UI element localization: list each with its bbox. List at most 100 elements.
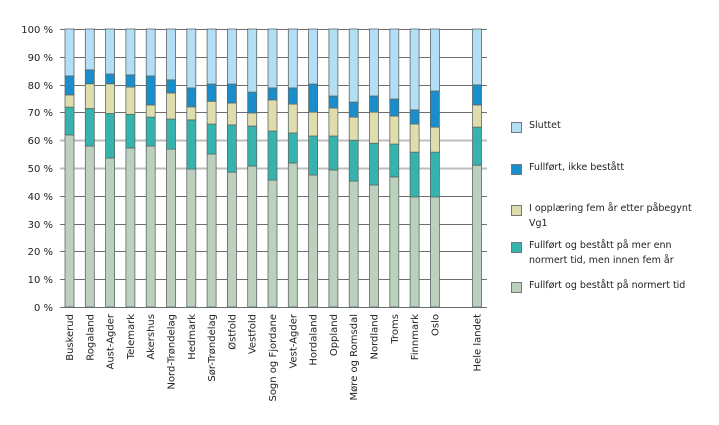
- bar-segment: [409, 196, 420, 308]
- bar-segment: [247, 112, 258, 127]
- bar-segment: [287, 103, 298, 134]
- bar-segment: [328, 169, 339, 308]
- bar-segment: [206, 83, 217, 102]
- bar-segment: [125, 113, 136, 149]
- bar-segment: [369, 28, 379, 97]
- x-category-label: Sogn og Fjordane: [268, 314, 279, 402]
- bar-segment: [105, 157, 115, 308]
- bar-segment: [206, 28, 217, 85]
- bar-segment: [64, 75, 75, 96]
- x-category-label: Oslo: [430, 314, 441, 336]
- bar-segment: [287, 132, 298, 164]
- bars: [64, 28, 482, 308]
- bar-segment: [226, 83, 237, 104]
- bar-segment: [328, 95, 339, 109]
- x-category-label: Finnmark: [410, 314, 421, 360]
- bar-segment: [287, 28, 298, 89]
- bar-segment: [472, 126, 482, 166]
- bar-segment: [409, 151, 420, 198]
- bar-segment: [84, 69, 95, 85]
- bar-segment: [409, 109, 420, 125]
- legend-swatch: [511, 122, 522, 133]
- bar-segment: [429, 90, 440, 128]
- bar-segment: [328, 28, 339, 97]
- bar-segment: [125, 147, 136, 308]
- bar-segment: [226, 28, 237, 85]
- bar-segment: [429, 126, 440, 153]
- bar-segment: [287, 162, 298, 308]
- y-tick-label: 90 %: [28, 53, 53, 64]
- x-axis-category-labels: Buskerud Rogaland Aust-Agder Telemark Akersh…: [65, 313, 484, 401]
- bar-segment: [226, 124, 237, 173]
- bar-stack: [267, 28, 278, 308]
- bar-segment: [267, 99, 278, 132]
- bar-segment: [145, 145, 156, 308]
- bar-segment: [472, 164, 482, 308]
- bar-segment: [145, 116, 156, 147]
- x-category-label: Rogaland: [85, 314, 96, 361]
- bar-segment: [369, 184, 379, 308]
- bar-segment: [186, 28, 197, 89]
- bar-segment: [145, 104, 156, 118]
- x-category-label: Hedmark: [187, 314, 198, 360]
- bar-stack: [308, 28, 319, 308]
- bar-segment: [267, 28, 278, 89]
- bar-segment: [125, 28, 136, 76]
- bar-segment: [409, 123, 420, 153]
- x-category-label: Troms: [390, 314, 401, 345]
- bar-segment: [105, 73, 115, 85]
- legend-label: I opplæring fem år etter påbegynt Vg1: [529, 203, 692, 229]
- bar-stack: [105, 28, 115, 308]
- bar-segment: [226, 102, 237, 126]
- bar-stack: [166, 28, 176, 308]
- x-category-label: Vest-Agder: [288, 313, 299, 368]
- bar-segment: [166, 118, 176, 150]
- x-category-label: Sør-Trøndelag: [207, 314, 218, 382]
- y-tick-label: 20 %: [28, 247, 53, 258]
- bar-segment: [84, 83, 95, 109]
- bar-segment: [472, 104, 482, 128]
- bar-segment: [206, 123, 217, 155]
- bar-segment: [166, 92, 176, 120]
- legend-item-i-opplaering: I opplæring fem år etter påbegynt Vg1: [511, 203, 709, 231]
- bar-segment: [125, 74, 136, 88]
- bar-stack: [369, 28, 379, 308]
- bar-segment: [308, 28, 319, 85]
- bar-segment: [145, 75, 156, 106]
- bar-segment: [389, 115, 400, 145]
- x-category-label: Hele landet: [473, 314, 484, 372]
- bar-segment: [105, 113, 115, 159]
- bar-segment: [206, 153, 217, 308]
- bar-segment: [84, 108, 95, 147]
- bar-segment: [247, 28, 258, 93]
- bar-segment: [166, 148, 176, 308]
- y-tick-label: 10 %: [28, 275, 53, 286]
- legend-label: Fullført og bestått på normert tid: [529, 280, 686, 291]
- bar-segment: [64, 94, 75, 108]
- y-tick-label: 100 %: [21, 25, 53, 36]
- bar-segment: [206, 100, 217, 125]
- bar-segment: [389, 98, 400, 117]
- bar-segment: [472, 28, 482, 86]
- bar-segment: [348, 101, 359, 118]
- bar-segment: [84, 145, 95, 308]
- y-tick-label: 50 %: [28, 164, 53, 175]
- x-category-label: Østfold: [226, 314, 238, 350]
- bar-segment: [308, 174, 319, 308]
- bar-segment: [125, 86, 136, 115]
- bar-stack: [429, 28, 440, 308]
- bar-stack: [64, 28, 75, 308]
- bar-segment: [328, 107, 339, 137]
- x-category-label: Aust-Agder: [106, 313, 117, 369]
- bar-segment: [186, 168, 197, 308]
- bar-segment: [308, 135, 319, 176]
- bar-stack: [472, 28, 482, 308]
- bar-segment: [472, 84, 482, 106]
- bar-segment: [186, 87, 197, 108]
- legend-label: Sluttet: [529, 120, 561, 131]
- y-tick-label: 30 %: [28, 220, 53, 231]
- bar-segment: [389, 176, 400, 308]
- y-tick-label: 40 %: [28, 192, 53, 203]
- bar-segment: [166, 28, 176, 81]
